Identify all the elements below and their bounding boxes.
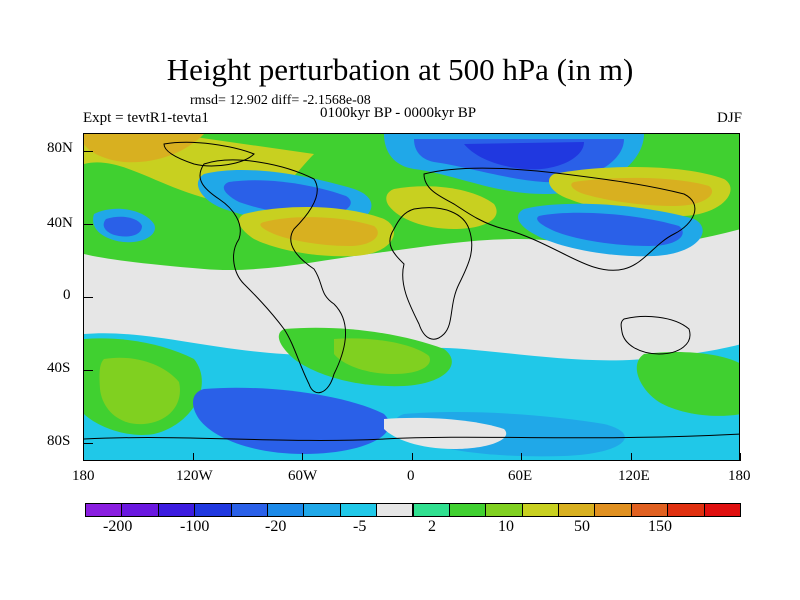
period-label: 0100kyr BP - 0000kyr BP — [320, 105, 477, 121]
colorbar-label: 150 — [648, 518, 672, 535]
lat-tick — [83, 224, 93, 226]
colorbar-cell — [157, 503, 196, 517]
colorbar-label: 2 — [428, 518, 436, 535]
lon-label-180w: 180 — [72, 468, 95, 484]
north-pacific-low-core — [103, 216, 142, 237]
pacific-high-core — [260, 217, 378, 246]
south-atlantic-high-core — [334, 338, 430, 374]
colorbar-cell — [703, 503, 741, 517]
lat-tick — [83, 151, 93, 153]
colorbar-cell — [412, 503, 450, 517]
siberia-high-core — [571, 177, 713, 206]
lon-label-60w: 60W — [288, 468, 318, 484]
season-label: DJF — [716, 110, 742, 126]
coastlines — [84, 141, 739, 441]
colorbar-cell — [521, 503, 560, 517]
lon-tick — [521, 453, 522, 461]
colorbar-cell — [85, 503, 123, 517]
lat-label-40s: 40S — [47, 360, 71, 376]
lon-label-180e: 180 — [728, 468, 751, 484]
colorbar-label: 10 — [498, 518, 514, 535]
lat-tick — [83, 442, 93, 444]
antarctic-neutral — [384, 417, 507, 449]
lon-tick — [740, 453, 741, 461]
colorbar-label: -20 — [265, 518, 287, 535]
map-plot — [83, 133, 740, 461]
experiment-label: Expt = tevtR1-tevta1 — [83, 110, 209, 126]
stats-line: rmsd= 12.902 diff= -2.1568e-08 — [190, 93, 371, 108]
europe-high — [386, 186, 497, 229]
lat-label-80n: 80N — [47, 140, 73, 156]
asia-low — [537, 212, 683, 246]
lon-tick — [630, 453, 632, 461]
tropical-band — [84, 272, 739, 317]
colorbar-label: 50 — [574, 518, 590, 535]
lat-tick — [83, 369, 93, 371]
colorbar-cell — [230, 503, 268, 517]
lon-label-0: 0 — [407, 468, 415, 484]
colorbar-cell — [630, 503, 669, 517]
lon-label-120e: 120E — [618, 468, 650, 484]
canada-high — [84, 134, 204, 163]
arctic-low-core — [464, 142, 584, 170]
colorbar-label: -100 — [180, 518, 210, 535]
colorbar-cell — [376, 503, 414, 517]
colorbar-cell — [121, 503, 159, 517]
lon-label-120w: 120W — [176, 468, 213, 484]
lon-tick — [83, 453, 84, 461]
colorbar-cell — [558, 503, 596, 517]
page-title: Height perturbation at 500 hPa (in m) — [166, 52, 634, 87]
lat-label-80s: 80S — [47, 433, 71, 449]
colorbar-cell — [667, 503, 705, 517]
colorbar-cell — [194, 503, 232, 517]
lat-tick — [83, 297, 93, 298]
colorbar-cell — [339, 503, 378, 517]
colorbar-label: -5 — [353, 518, 367, 535]
lon-label-60e: 60E — [508, 468, 533, 484]
atlantic-low — [223, 180, 351, 216]
southern-ocean-low — [192, 387, 390, 454]
colorbar-cell — [266, 503, 305, 517]
colorbar-cell — [594, 503, 632, 517]
colorbar-cell — [448, 503, 487, 517]
south-pacific-high-core — [99, 357, 180, 425]
south-indian-high — [636, 352, 739, 416]
lat-label-40n: 40N — [47, 215, 73, 231]
lon-tick — [302, 453, 303, 461]
lat-label-eq: 0 — [63, 287, 71, 303]
contour-field — [84, 134, 739, 460]
colorbar-cell — [485, 503, 523, 517]
colorbar-label: -200 — [103, 518, 133, 535]
colorbar-cell — [303, 503, 341, 517]
lon-tick — [411, 453, 413, 461]
lon-tick — [192, 453, 194, 461]
